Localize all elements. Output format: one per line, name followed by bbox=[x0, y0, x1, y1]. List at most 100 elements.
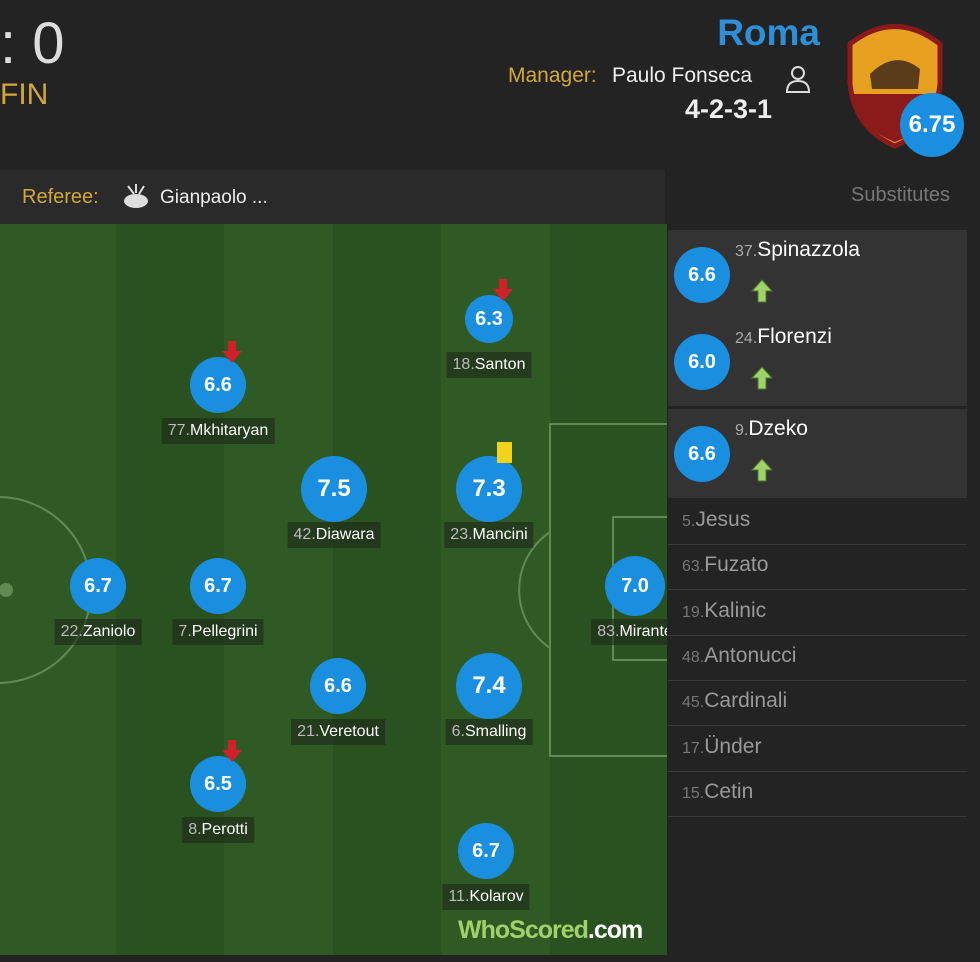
bench-label: 63.Fuzato bbox=[682, 553, 768, 577]
sub-off-icon bbox=[222, 740, 242, 762]
substitutes-title: Substitutes bbox=[851, 184, 950, 206]
bench-number: 17. bbox=[682, 739, 705, 757]
sub-off-icon bbox=[493, 279, 513, 301]
player-label[interactable]: 42.Diawara bbox=[287, 522, 381, 548]
player-number: 8. bbox=[188, 821, 202, 838]
bench-number: 19. bbox=[682, 603, 705, 621]
team-name[interactable]: Roma bbox=[717, 12, 820, 53]
bench-name: Ünder bbox=[704, 734, 762, 758]
player-rating[interactable]: 7.4 bbox=[456, 653, 522, 719]
player-rating[interactable]: 6.7 bbox=[458, 823, 514, 879]
referee-bar bbox=[0, 170, 665, 224]
player-name: Diawara bbox=[315, 526, 375, 543]
manager-label: Manager: bbox=[508, 64, 597, 87]
player-name: Pellegrini bbox=[191, 623, 258, 640]
referee-label: Referee: bbox=[22, 186, 99, 208]
whistle-icon bbox=[124, 184, 148, 208]
referee-name: Gianpaolo ... bbox=[160, 187, 268, 208]
logo-suffix: .com bbox=[587, 916, 643, 944]
player-rating[interactable]: 6.6 bbox=[190, 357, 246, 413]
player-label[interactable]: 6.Smalling bbox=[445, 719, 533, 745]
sub-on-icon bbox=[750, 366, 774, 390]
player-number: 22. bbox=[60, 623, 83, 640]
player-rating[interactable]: 7.3 bbox=[456, 456, 522, 522]
substitute-name: Spinazzola bbox=[757, 238, 860, 261]
bench-name: Cetin bbox=[704, 779, 754, 803]
bench-label: 48.Antonucci bbox=[682, 644, 796, 668]
player-number: 7. bbox=[178, 623, 192, 640]
substitute-number: 9. bbox=[735, 422, 749, 439]
logo-brand: WhoScored bbox=[458, 916, 589, 944]
player-rating[interactable]: 6.5 bbox=[190, 756, 246, 812]
player-number: 11. bbox=[448, 888, 470, 905]
player-rating[interactable]: 7.5 bbox=[301, 456, 367, 522]
player-rating[interactable]: 6.7 bbox=[70, 558, 126, 614]
player-label[interactable]: 21.Veretout bbox=[291, 719, 385, 745]
substitute-label[interactable]: 9.Dzeko bbox=[735, 417, 808, 441]
bench-name: Fuzato bbox=[704, 553, 769, 577]
player-label[interactable]: 23.Mancini bbox=[444, 522, 534, 548]
player-label[interactable]: 11.Kolarov bbox=[442, 884, 530, 910]
player-number: 21. bbox=[297, 723, 320, 740]
score: : 0 bbox=[0, 11, 65, 76]
bench-label: 15.Cetin bbox=[682, 780, 753, 804]
player-name: Veretout bbox=[319, 723, 379, 740]
bench-label: 5.Jesus bbox=[682, 508, 750, 532]
substitute-number: 37. bbox=[735, 243, 758, 260]
substitute-name: Dzeko bbox=[748, 417, 808, 440]
player-name: Kolarov bbox=[469, 888, 524, 905]
sub-off-icon bbox=[222, 341, 242, 363]
bench-row[interactable]: 5.Jesus bbox=[668, 500, 967, 545]
bench-number: 48. bbox=[682, 648, 705, 666]
substitute-rating[interactable]: 6.6 bbox=[674, 426, 730, 482]
sub-on-icon bbox=[750, 458, 774, 482]
bench-name: Kalinic bbox=[704, 598, 767, 622]
bench-row[interactable]: 19.Kalinic bbox=[668, 591, 967, 636]
player-number: 6. bbox=[451, 723, 465, 740]
bench-label: 17.Ünder bbox=[682, 735, 761, 759]
bench-row[interactable]: 17.Ünder bbox=[668, 727, 967, 772]
player-label[interactable]: 22.Zaniolo bbox=[54, 619, 142, 645]
bench-number: 15. bbox=[682, 784, 705, 802]
player-number: 77. bbox=[167, 422, 190, 439]
bench-number: 45. bbox=[682, 694, 705, 712]
pitch: 6.3 18.Santon 6.6 77.Mkhitaryan 7.5 42.Diawar… bbox=[0, 224, 667, 955]
player-name: Zaniolo bbox=[82, 623, 136, 640]
player-rating[interactable]: 6.7 bbox=[190, 558, 246, 614]
bench-number: 5. bbox=[682, 513, 696, 530]
player-label[interactable]: 8.Perotti bbox=[182, 817, 254, 843]
formation: 4-2-3-1 bbox=[684, 94, 772, 124]
player-name: Mirante bbox=[619, 623, 667, 640]
player-name: Santon bbox=[474, 356, 526, 373]
bench-row[interactable]: 63.Fuzato bbox=[668, 545, 967, 591]
bench-name: Antonucci bbox=[704, 643, 797, 667]
player-label[interactable]: 18.Santon bbox=[446, 352, 532, 378]
player-rating[interactable]: 6.6 bbox=[310, 658, 366, 714]
bench-label: 19.Kalinic bbox=[682, 599, 766, 623]
player-number: 42. bbox=[293, 526, 316, 543]
substitute-label[interactable]: 24.Florenzi bbox=[735, 325, 832, 349]
player-label[interactable]: 83.Mirante bbox=[591, 619, 667, 645]
substitute-rating[interactable]: 6.6 bbox=[674, 247, 730, 303]
player-name: Smalling bbox=[464, 723, 527, 740]
manager-name: Paulo Fonseca bbox=[612, 64, 753, 87]
substitute-number: 24. bbox=[735, 330, 758, 347]
sub-on-icon bbox=[750, 279, 774, 303]
card-icon bbox=[497, 442, 512, 463]
bench-row[interactable]: 45.Cardinali bbox=[668, 681, 967, 727]
player-number: 23. bbox=[450, 526, 473, 543]
player-name: Mkhitaryan bbox=[190, 422, 269, 439]
substitute-rating[interactable]: 6.0 bbox=[674, 334, 730, 390]
substitute-name: Florenzi bbox=[757, 325, 832, 348]
substitute-label[interactable]: 37.Spinazzola bbox=[735, 238, 860, 262]
bench-row[interactable]: 15.Cetin bbox=[668, 772, 967, 817]
player-label[interactable]: 7.Pellegrini bbox=[172, 619, 264, 645]
player-name: Mancini bbox=[472, 526, 528, 543]
player-rating[interactable]: 7.0 bbox=[605, 556, 665, 616]
team-rating: 6.75 bbox=[900, 93, 964, 157]
player-rating[interactable]: 6.3 bbox=[465, 295, 513, 343]
player-label[interactable]: 77.Mkhitaryan bbox=[161, 418, 275, 444]
bench-row[interactable]: 48.Antonucci bbox=[668, 636, 967, 681]
player-number: 83. bbox=[597, 623, 620, 640]
